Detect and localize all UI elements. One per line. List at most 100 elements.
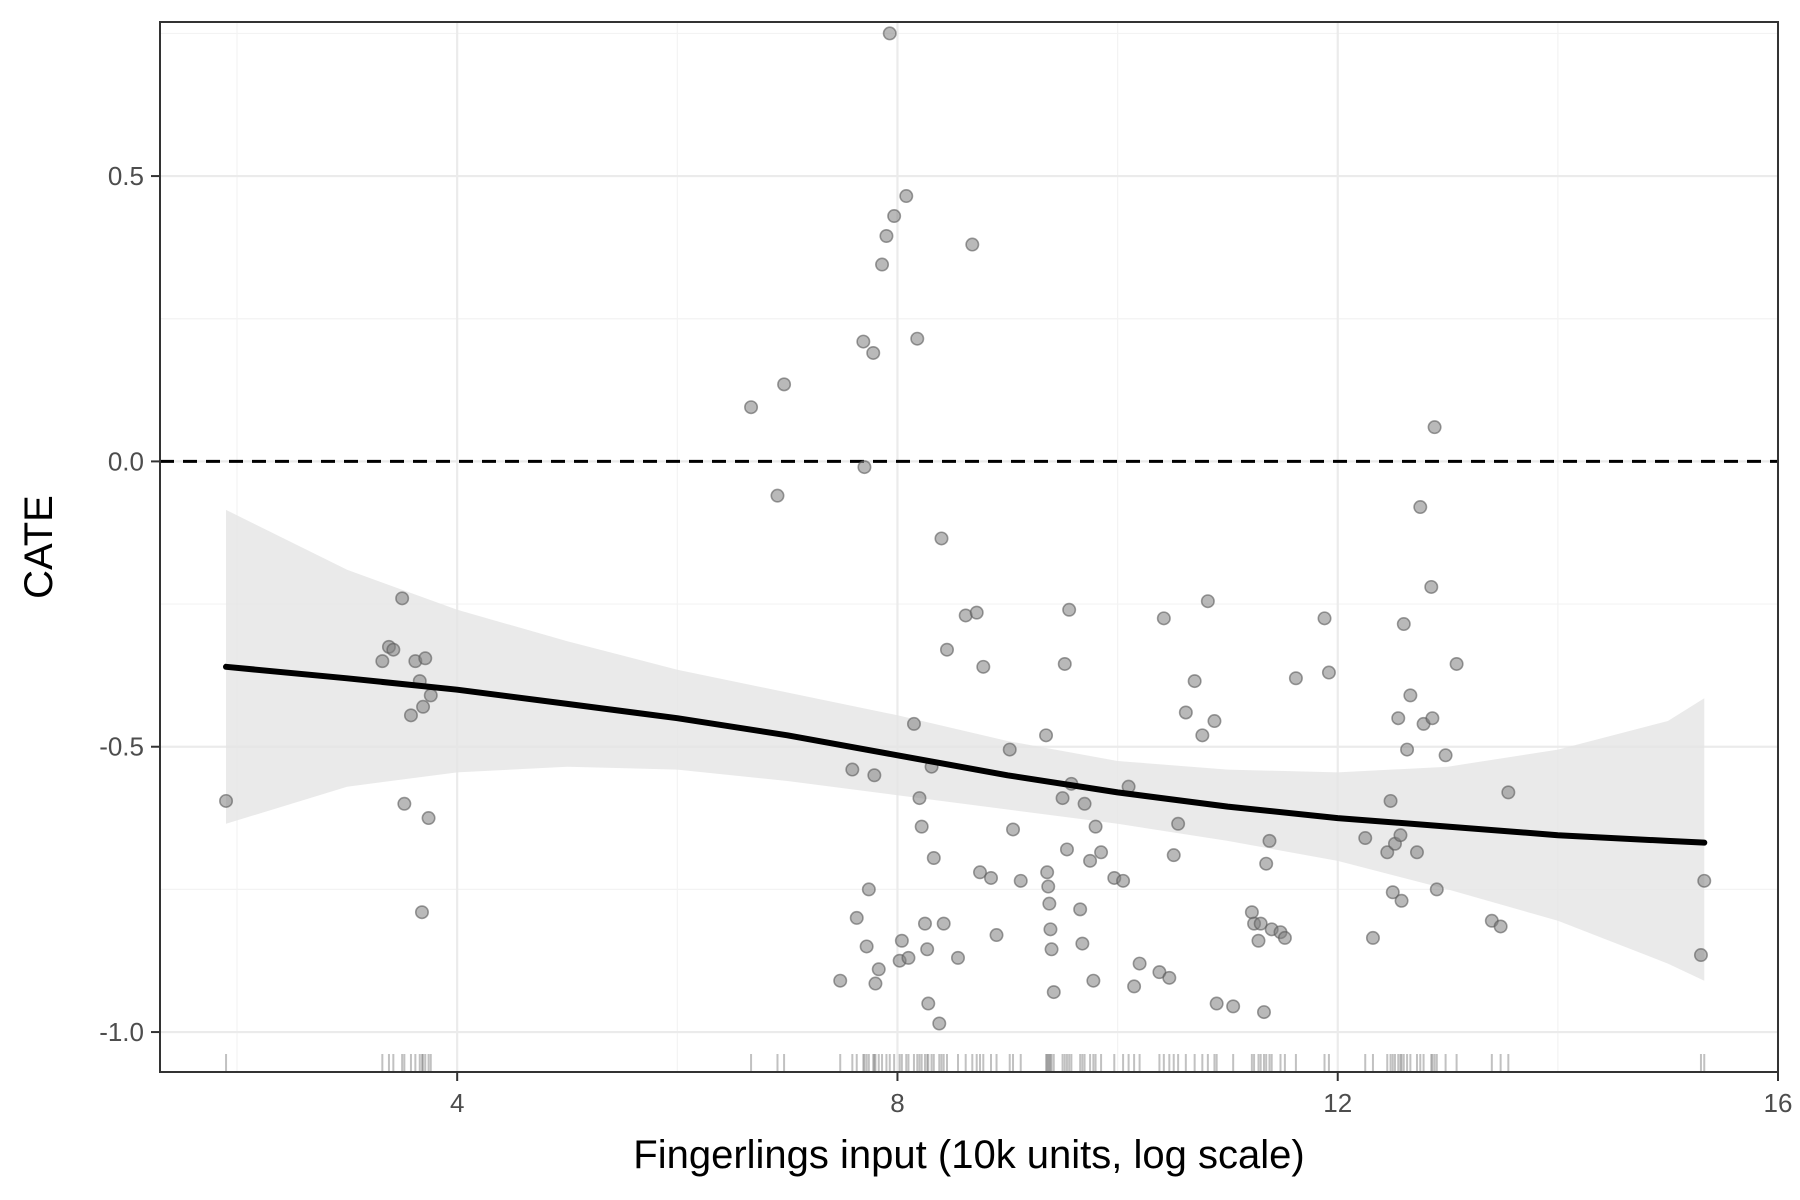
data-point bbox=[833, 973, 848, 988]
data-point bbox=[1256, 1005, 1271, 1020]
data-point bbox=[423, 688, 438, 703]
data-point bbox=[871, 962, 886, 977]
data-point bbox=[1116, 873, 1131, 888]
data-point bbox=[1253, 916, 1268, 931]
data-point bbox=[939, 642, 954, 657]
data-point bbox=[1380, 845, 1395, 860]
data-point bbox=[1059, 842, 1074, 857]
data-point bbox=[867, 768, 882, 783]
data-point bbox=[1062, 602, 1077, 617]
x-tick-label: 8 bbox=[890, 1088, 904, 1118]
data-point bbox=[1424, 579, 1439, 594]
data-point bbox=[1043, 922, 1058, 937]
data-point bbox=[906, 716, 921, 731]
data-point bbox=[965, 237, 980, 252]
data-point bbox=[857, 460, 872, 475]
data-point bbox=[899, 189, 914, 204]
y-axis-ticks: -1.0 -0.5 0.0 0.5 bbox=[99, 161, 160, 1047]
data-point bbox=[849, 910, 864, 925]
data-point bbox=[920, 942, 935, 957]
data-point bbox=[1187, 674, 1202, 689]
data-point bbox=[1391, 711, 1406, 726]
data-point bbox=[1693, 948, 1708, 963]
data-point bbox=[1040, 865, 1055, 880]
data-point bbox=[1209, 996, 1224, 1011]
data-point bbox=[1409, 845, 1424, 860]
data-point bbox=[418, 651, 433, 666]
data-point bbox=[1077, 796, 1092, 811]
data-point bbox=[989, 928, 1004, 943]
data-point bbox=[1226, 999, 1241, 1014]
y-tick-label: 0.0 bbox=[108, 446, 144, 476]
confidence-band-area bbox=[226, 509, 1705, 981]
data-point bbox=[1429, 882, 1444, 897]
data-point bbox=[1262, 833, 1277, 848]
data-point bbox=[1195, 728, 1210, 743]
data-point bbox=[1383, 793, 1398, 808]
data-point bbox=[1013, 873, 1028, 888]
data-point bbox=[912, 791, 927, 806]
data-point bbox=[1083, 853, 1098, 868]
data-point bbox=[1697, 873, 1712, 888]
data-point bbox=[421, 811, 436, 826]
data-point bbox=[1400, 742, 1415, 757]
scatter-points bbox=[219, 26, 1712, 1031]
data-point bbox=[934, 531, 949, 546]
data-point bbox=[1501, 785, 1516, 800]
data-point bbox=[1385, 885, 1400, 900]
data-point bbox=[1427, 420, 1442, 435]
data-point bbox=[950, 950, 965, 965]
data-point bbox=[914, 819, 929, 834]
data-point bbox=[917, 916, 932, 931]
data-point bbox=[403, 708, 418, 723]
data-point bbox=[1055, 791, 1070, 806]
data-point bbox=[856, 334, 871, 349]
data-point bbox=[882, 26, 897, 41]
data-point bbox=[1403, 688, 1418, 703]
x-tick-label: 16 bbox=[1764, 1088, 1793, 1118]
data-point bbox=[1200, 594, 1215, 609]
data-point bbox=[397, 796, 412, 811]
data-point bbox=[1088, 819, 1103, 834]
data-point bbox=[1166, 848, 1181, 863]
data-point bbox=[976, 659, 991, 674]
data-point bbox=[375, 654, 390, 669]
data-point bbox=[1207, 714, 1222, 729]
data-point bbox=[1358, 831, 1373, 846]
data-point bbox=[861, 882, 876, 897]
data-point bbox=[984, 870, 999, 885]
data-point bbox=[1041, 879, 1056, 894]
data-point bbox=[973, 865, 988, 880]
data-point bbox=[894, 933, 909, 948]
data-point bbox=[1396, 617, 1411, 632]
data-point bbox=[879, 228, 894, 243]
plot-panel-border bbox=[159, 21, 1779, 1073]
smooth-curve bbox=[223, 663, 1708, 846]
data-point bbox=[1317, 611, 1332, 626]
smooth-line bbox=[223, 663, 1708, 846]
data-point bbox=[1425, 711, 1440, 726]
y-tick-label: -0.5 bbox=[99, 732, 144, 762]
data-point bbox=[1039, 728, 1054, 743]
data-point bbox=[1086, 973, 1101, 988]
data-point bbox=[1171, 816, 1186, 831]
y-tick-label: 0.5 bbox=[108, 161, 144, 191]
data-point bbox=[1132, 956, 1147, 971]
data-point bbox=[1438, 748, 1453, 763]
rug-marks bbox=[225, 1054, 1706, 1072]
data-point bbox=[921, 996, 936, 1011]
data-point bbox=[744, 400, 759, 415]
plot-panel-background bbox=[160, 22, 1778, 1072]
data-point bbox=[1156, 611, 1171, 626]
data-point bbox=[1493, 919, 1508, 934]
data-point bbox=[219, 793, 234, 808]
x-axis-ticks: 4 8 12 16 bbox=[450, 1072, 1793, 1118]
data-point bbox=[926, 851, 941, 866]
x-tick-label: 4 bbox=[450, 1088, 464, 1118]
data-point bbox=[1046, 985, 1061, 1000]
data-point bbox=[395, 591, 410, 606]
confidence-band bbox=[226, 509, 1705, 981]
data-point bbox=[866, 345, 881, 360]
data-point bbox=[1449, 656, 1464, 671]
